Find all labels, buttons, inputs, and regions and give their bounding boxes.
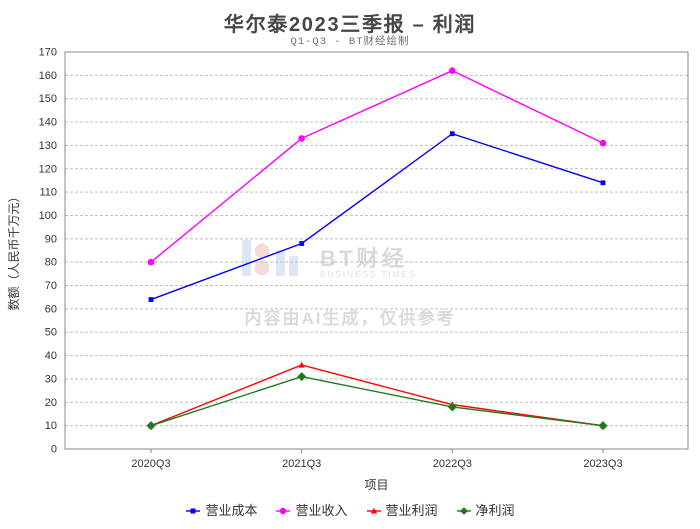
svg-text:10: 10 — [45, 420, 57, 432]
svg-text:110: 110 — [39, 187, 57, 199]
svg-text:2021Q3: 2021Q3 — [282, 458, 321, 470]
svg-text:90: 90 — [45, 233, 57, 245]
svg-text:150: 150 — [39, 93, 57, 105]
svg-text:20: 20 — [45, 397, 57, 409]
svg-text:2020Q3: 2020Q3 — [131, 458, 170, 470]
svg-text:100: 100 — [39, 210, 57, 222]
svg-text:160: 160 — [39, 70, 57, 82]
svg-text:40: 40 — [45, 350, 57, 362]
svg-text:30: 30 — [45, 373, 57, 385]
svg-text:项目: 项目 — [364, 478, 388, 492]
svg-text:50: 50 — [45, 327, 57, 339]
svg-text:2022Q3: 2022Q3 — [433, 458, 472, 470]
svg-text:80: 80 — [45, 257, 57, 269]
svg-text:170: 170 — [39, 47, 57, 59]
svg-text:130: 130 — [39, 140, 57, 152]
svg-text:70: 70 — [45, 280, 57, 292]
svg-text:0: 0 — [51, 444, 57, 456]
svg-text:数额（人民币千万元）: 数额（人民币千万元） — [6, 190, 21, 310]
svg-text:120: 120 — [39, 163, 57, 175]
svg-text:2023Q3: 2023Q3 — [583, 458, 622, 470]
svg-text:60: 60 — [45, 303, 57, 315]
svg-text:140: 140 — [39, 117, 57, 129]
